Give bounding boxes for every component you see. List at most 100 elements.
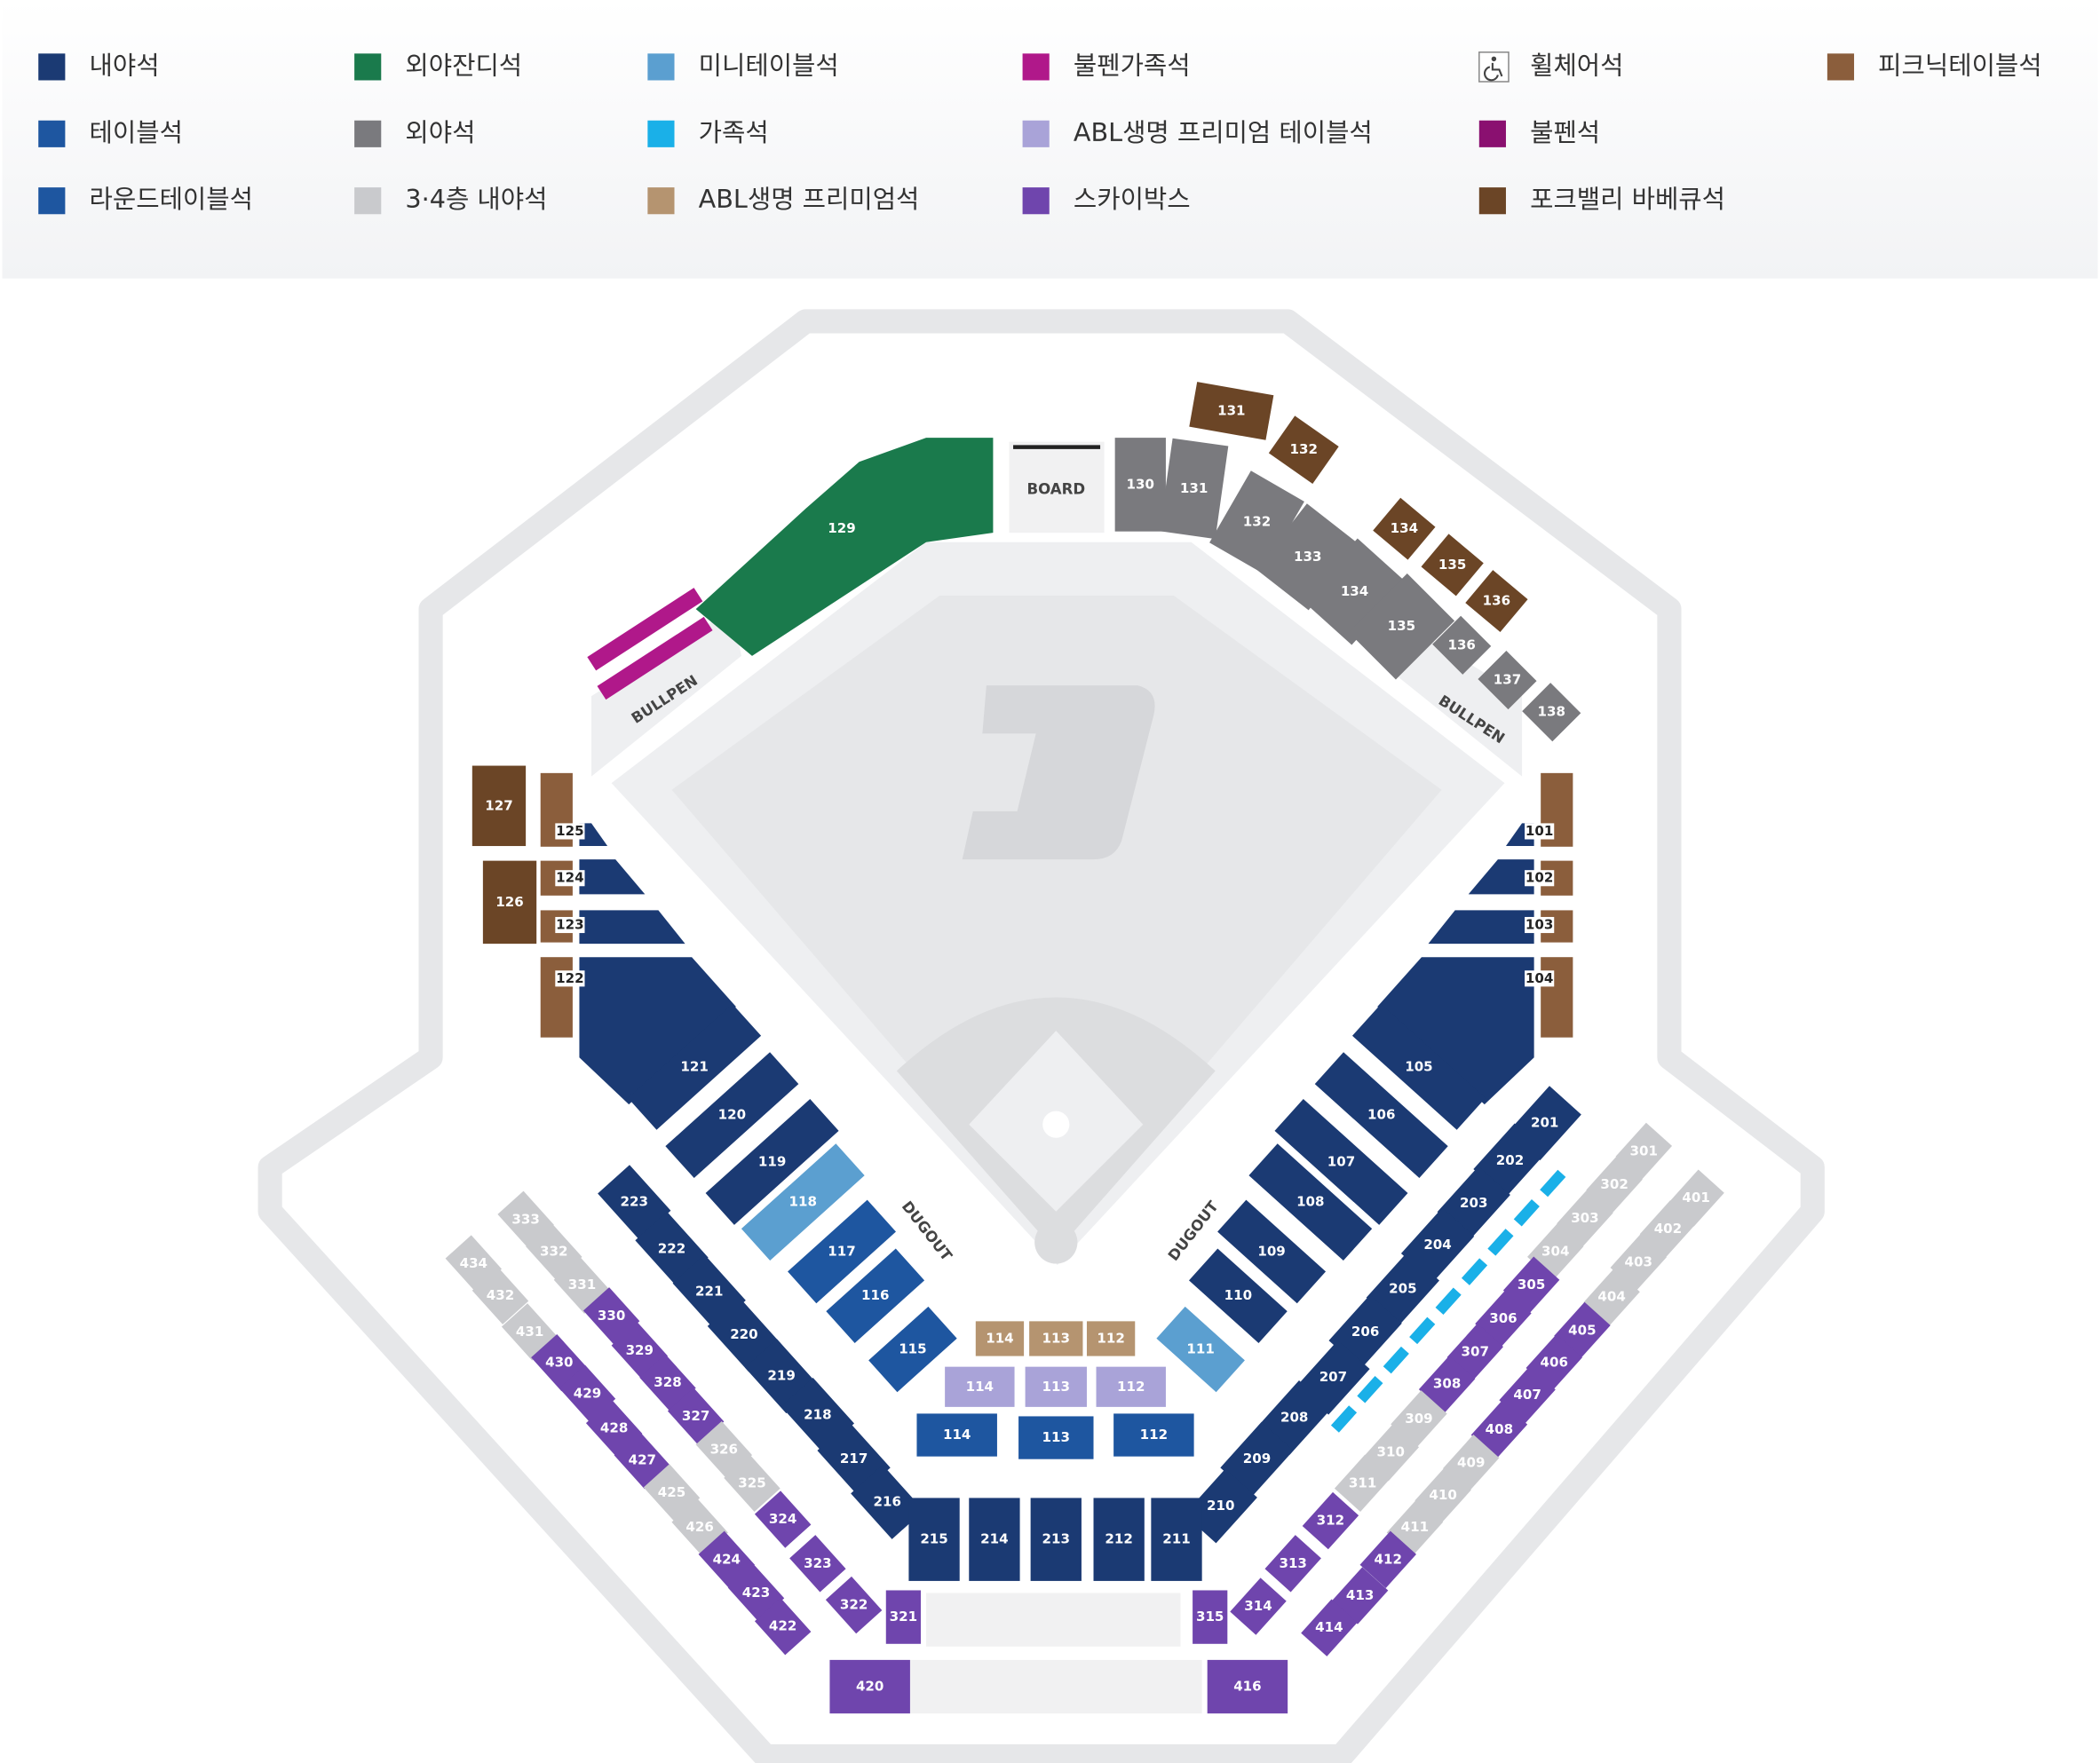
section-label: 321 <box>890 1609 917 1625</box>
seat-section <box>1470 1401 1528 1459</box>
seat-section <box>1373 497 1436 560</box>
section-label: 432 <box>487 1287 514 1303</box>
section-label: 114 <box>943 1427 971 1443</box>
section-label: 113 <box>1042 1379 1070 1395</box>
section-label: 132 <box>1290 441 1318 457</box>
seat-section <box>472 1267 529 1324</box>
legend-label: 스카이박스 <box>1074 184 1191 214</box>
section-tag <box>555 970 585 987</box>
seat-section <box>665 1052 799 1179</box>
seat-section <box>1465 570 1528 633</box>
seat-section <box>1334 1454 1391 1513</box>
section-label: 112 <box>1140 1427 1168 1443</box>
section-label: 114 <box>986 1330 1013 1346</box>
section-label: 108 <box>1296 1194 1324 1210</box>
section-label: 213 <box>1042 1531 1070 1547</box>
seat-section <box>1209 470 1304 573</box>
family-seat <box>1461 1258 1488 1285</box>
section-tag <box>555 823 585 840</box>
wheelchair-icon-head <box>1491 56 1497 62</box>
seat-section <box>945 1366 1015 1407</box>
section-label: 116 <box>861 1287 889 1303</box>
section-label: 309 <box>1405 1411 1432 1427</box>
seat-block <box>579 859 646 895</box>
seat-section <box>1499 1366 1556 1424</box>
seat-section <box>1189 382 1274 440</box>
seat-section <box>1314 1052 1448 1179</box>
section-label: 131 <box>1217 402 1245 418</box>
section-label: 408 <box>1486 1421 1513 1437</box>
section-label: 201 <box>1531 1115 1558 1131</box>
seat-section <box>1301 1599 1358 1656</box>
seat-section <box>1189 1248 1288 1343</box>
walkway <box>909 1659 1202 1714</box>
section-label: 407 <box>1513 1387 1541 1403</box>
seat-section <box>1268 415 1339 484</box>
section-label: 128 <box>611 604 638 620</box>
section-label: 136 <box>1447 636 1475 652</box>
section-label: 424 <box>713 1551 741 1567</box>
seat-section <box>639 1354 696 1411</box>
section-label: 130 <box>1127 476 1154 492</box>
section-label: 322 <box>840 1597 868 1613</box>
legend-swatch <box>354 120 382 147</box>
section-label: 411 <box>1401 1519 1429 1535</box>
seat-section <box>1351 1003 1486 1130</box>
section-label: 138 <box>1538 704 1565 720</box>
section-label: 311 <box>1349 1474 1376 1490</box>
seat-section <box>1583 1269 1640 1326</box>
legend-label: 피크닉테이블석 <box>1878 50 2041 80</box>
section-label: 328 <box>654 1374 681 1390</box>
seat-section <box>1220 1421 1294 1497</box>
section-label: 202 <box>1496 1152 1524 1168</box>
section-label: 117 <box>828 1243 855 1259</box>
section-label: 431 <box>516 1324 543 1340</box>
seat-section <box>1114 438 1166 532</box>
seat-section <box>482 860 537 945</box>
section-label: 403 <box>1625 1254 1652 1270</box>
seat-section <box>705 1099 839 1225</box>
seat-section <box>825 1576 883 1634</box>
seat-section <box>1418 1356 1476 1413</box>
family-seat <box>1409 1316 1436 1345</box>
section-label: 129 <box>828 520 855 536</box>
section-tag <box>555 916 585 934</box>
section-tag <box>1525 823 1555 840</box>
seat-section <box>908 1498 960 1581</box>
seat-section <box>885 1590 921 1644</box>
seat-block <box>579 957 736 1105</box>
walkway <box>926 1593 1181 1647</box>
seat-section <box>1302 1491 1359 1550</box>
section-label: 135 <box>1388 618 1415 634</box>
seat-section <box>1475 1290 1532 1348</box>
section-label: 314 <box>1244 1598 1272 1614</box>
seat-section <box>635 1212 709 1286</box>
section-label: 304 <box>1541 1243 1569 1259</box>
section-label: 203 <box>1460 1195 1487 1211</box>
section-label: 215 <box>920 1531 947 1547</box>
legend-label: 포크밸리 바베큐석 <box>1530 184 1725 214</box>
section-label: 119 <box>758 1153 786 1169</box>
seat-section <box>1184 1468 1257 1544</box>
section-label: 330 <box>598 1308 625 1324</box>
seat-section <box>1302 538 1407 645</box>
section-label: 131 <box>1180 480 1208 496</box>
legend-label: 미니테이블석 <box>699 50 839 80</box>
section-label: 301 <box>1630 1142 1658 1158</box>
seat-section <box>1264 1535 1321 1593</box>
seat-section <box>724 1454 781 1513</box>
section-label: 113 <box>1042 1330 1070 1346</box>
section-label: 427 <box>629 1452 656 1468</box>
seat-section <box>526 1222 582 1281</box>
section-label: 112 <box>1117 1379 1145 1395</box>
seat-section <box>1586 1156 1643 1214</box>
seat-section <box>643 1464 701 1522</box>
family-seat <box>1383 1346 1409 1374</box>
section-label: 420 <box>856 1679 884 1695</box>
seat-block <box>579 910 685 945</box>
seat-section <box>741 1143 865 1261</box>
seat-section <box>1359 1530 1416 1588</box>
section-label: 302 <box>1600 1176 1628 1192</box>
seat-section <box>1096 1366 1166 1407</box>
seat-block <box>1468 859 1534 895</box>
